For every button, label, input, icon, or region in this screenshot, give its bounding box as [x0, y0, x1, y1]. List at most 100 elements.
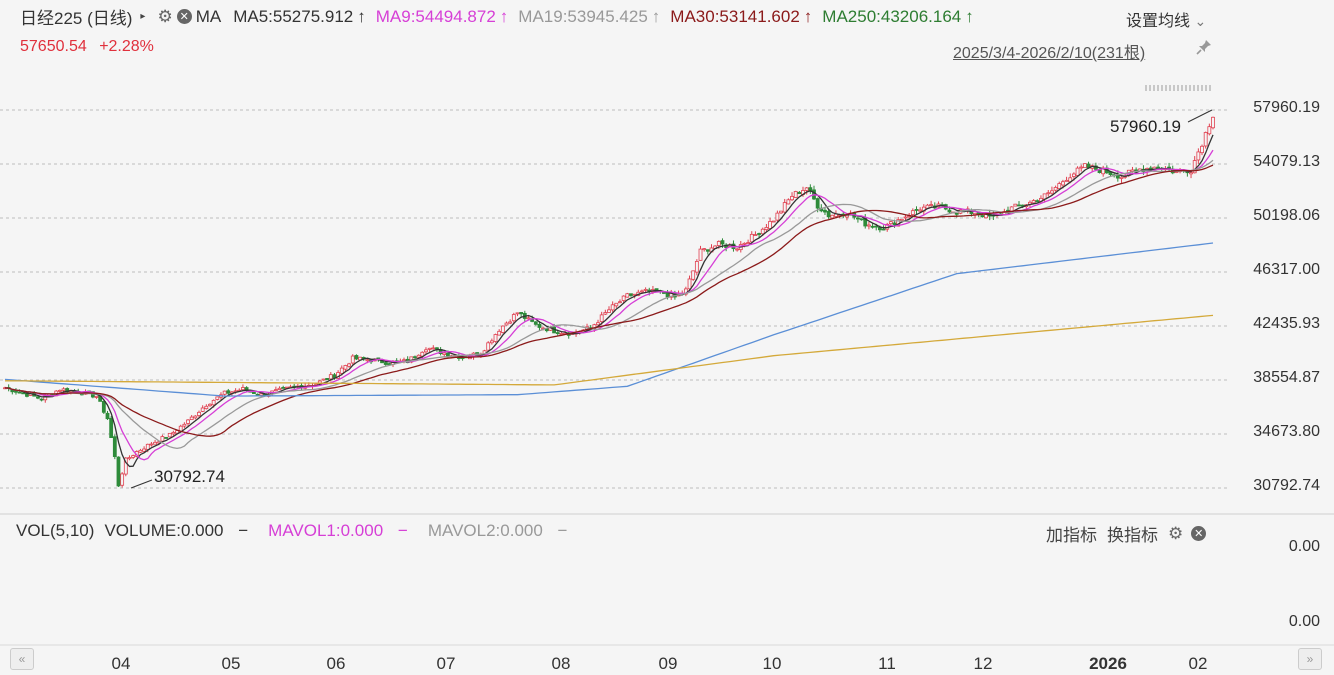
candle-body [1207, 126, 1212, 135]
y-tick-label: 46317.00 [1253, 260, 1320, 278]
candle-body [387, 363, 392, 365]
x-tick-label: 05 [221, 654, 241, 673]
candle-body [640, 290, 644, 293]
candle-body [281, 387, 286, 389]
candle-body [1211, 116, 1215, 129]
candle-body [109, 417, 114, 438]
y-tick-label: 42435.93 [1253, 315, 1320, 332]
candle-body [625, 293, 630, 298]
candle-body [1075, 167, 1080, 176]
candle-body [252, 391, 256, 394]
candle-body [918, 209, 923, 212]
candle-body [101, 400, 106, 413]
candle-body [1017, 204, 1021, 207]
y-tick-label: 34673.80 [1253, 423, 1320, 440]
scroll-right-button[interactable]: » [1298, 648, 1322, 670]
candle-body [515, 312, 520, 315]
mavol1-text: MAVOL1:0.000 [268, 521, 384, 540]
candle-body [61, 388, 66, 391]
ma-settings-gear-icon[interactable]: ⚙ [157, 6, 173, 26]
annotations: 57960.19 30792.74 [130, 85, 1213, 489]
x-tick-label: 04 [111, 654, 131, 673]
candle-body [888, 221, 893, 225]
ma19-arrow: ↑ [651, 6, 661, 26]
candle-body [343, 365, 348, 370]
pin-icon[interactable] [1195, 38, 1213, 61]
candle-body [431, 347, 436, 350]
candle-body [138, 449, 143, 453]
x-tick-label: 2026 [1089, 654, 1127, 673]
date-range[interactable]: 2025/3/4-2026/2/10(231根) [953, 45, 1146, 62]
candle-body [164, 437, 168, 439]
x-tick-label: 10 [762, 654, 782, 673]
candle-body [830, 214, 835, 219]
current-price: 57650.54 [20, 38, 87, 55]
ma-settings-button[interactable]: 设置均线 ⌄ [1126, 7, 1206, 31]
volume-value: VOLUME:0.000 − [104, 521, 258, 541]
candle-body [413, 356, 417, 359]
ma30-value: MA30:53141.602 [670, 6, 800, 26]
volume-dash: − [238, 521, 249, 540]
candle-body [211, 399, 216, 406]
candle-body [277, 387, 282, 391]
y-tick-label: 30792.74 [1253, 477, 1320, 494]
candle-body [1071, 173, 1076, 177]
candle-body [94, 395, 99, 398]
mavol2-dash: − [557, 521, 568, 540]
candle-body [1189, 172, 1193, 175]
candle-body [204, 405, 209, 410]
candle-body [347, 363, 351, 367]
vol-label: VOL(5,10) [16, 521, 95, 540]
candle-body [874, 225, 879, 228]
candle-body [332, 374, 337, 378]
candle-body [753, 234, 758, 236]
add-indicator-button[interactable]: 加指标 [1046, 526, 1097, 545]
candle-body [782, 202, 787, 213]
candle-body [790, 195, 794, 201]
volume-close-icon[interactable]: ✕ [1191, 526, 1207, 541]
price-line: 57650.54 +2.28% [20, 38, 162, 56]
candle-body [914, 209, 919, 211]
candle-body [929, 204, 934, 206]
candle-body [1020, 204, 1025, 207]
candle-body [903, 216, 908, 219]
candle-body [526, 317, 531, 320]
ma9-line [4, 149, 1214, 461]
candle-body [892, 222, 897, 226]
candle-body [36, 396, 40, 399]
switch-indicator-button[interactable]: 换指标 [1107, 526, 1158, 545]
candle-body [1013, 203, 1018, 207]
low-annotation: 30792.74 [154, 467, 225, 486]
candle-body [489, 340, 494, 344]
ma-close-icon[interactable]: ✕ [176, 9, 192, 24]
volume-gear-icon[interactable]: ⚙ [1168, 523, 1184, 543]
x-tick-label: 12 [973, 654, 993, 673]
x-tick-label: 06 [326, 654, 346, 673]
candle-body [899, 218, 904, 221]
candle-body [350, 355, 355, 364]
expand-arrow-icon[interactable]: ▸ [140, 11, 146, 22]
candle-body [779, 210, 783, 214]
candle-body [131, 455, 136, 458]
instrument-title[interactable]: 日经225 (日线) [20, 9, 133, 28]
candle-body [771, 220, 776, 223]
x-tick-label: 11 [878, 654, 896, 673]
high-annotation: 57960.19 [1110, 117, 1181, 136]
candle-body [493, 334, 498, 342]
candle-body [325, 378, 330, 381]
candle-body [980, 215, 985, 218]
y-tick-label: 50198.06 [1253, 207, 1320, 224]
extra-ma-line [5, 314, 1214, 386]
candle-body [442, 352, 447, 355]
candle-body [757, 233, 761, 235]
ma-lines [4, 134, 1214, 468]
candle-body [171, 431, 176, 435]
candle-body [105, 412, 110, 420]
candle-body [764, 227, 769, 231]
candle-body [768, 221, 772, 229]
scroll-left-button[interactable]: « [10, 648, 34, 670]
mavol1-dash: − [397, 521, 408, 540]
candle-body [416, 354, 421, 358]
candle-body [123, 457, 128, 475]
